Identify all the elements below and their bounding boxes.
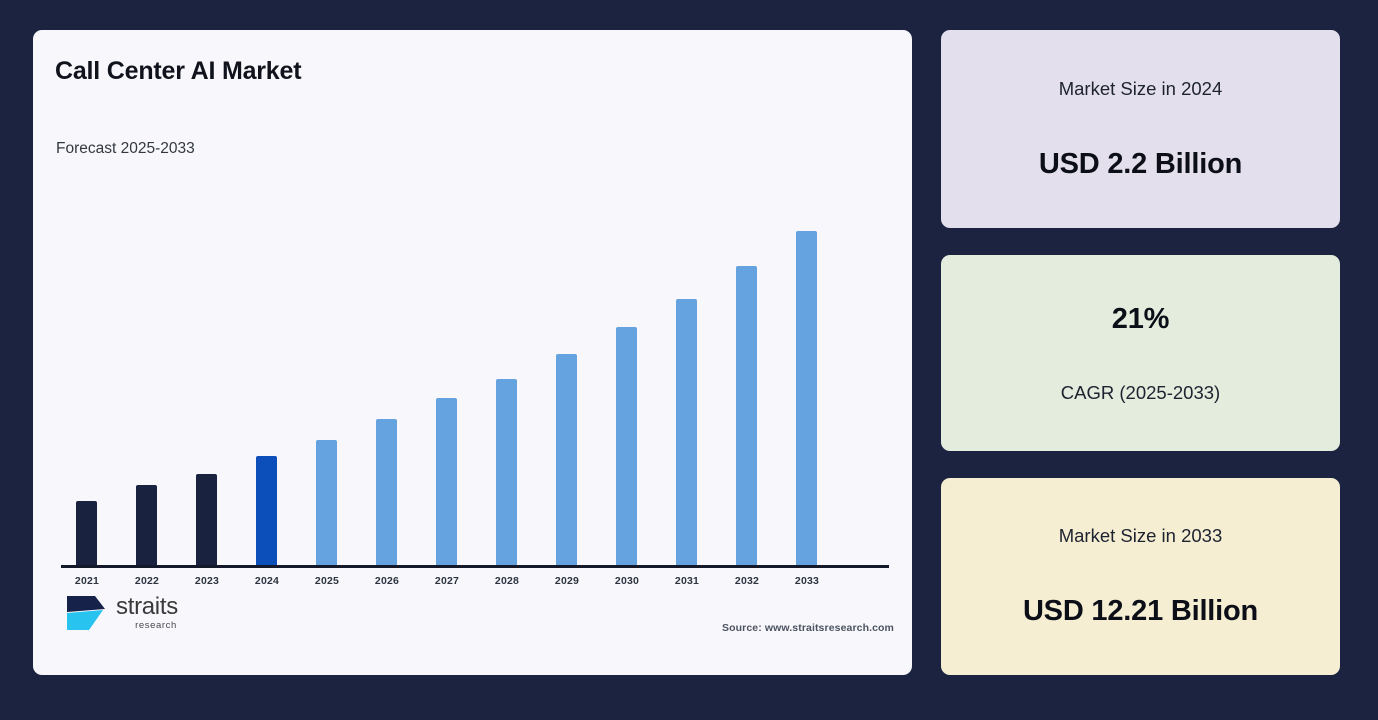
bar-2027 [436,398,457,565]
source-attribution: Source: www.straitsresearch.com [722,622,894,634]
bar-2022 [136,485,157,565]
x-tick-label-2033: 2033 [794,575,820,587]
x-tick-label-2031: 2031 [674,575,700,587]
bar-2026 [376,419,397,565]
logo-subword: research [135,620,177,632]
bar-2030 [616,327,637,565]
bar-2031 [676,299,697,565]
bar-slot [597,180,657,565]
bar-slot [537,180,597,565]
bar-slot [657,180,717,565]
x-tick-label-2023: 2023 [194,575,220,587]
bar-chart-plot-area [57,180,889,568]
bar-slot [357,180,417,565]
logo-word: straits [116,593,178,621]
bar-slot [777,180,837,565]
page-title: Call Center AI Market [55,57,302,85]
bar-slot [477,180,537,565]
stat-card-cagr: 21% CAGR (2025-2033) [941,255,1340,451]
x-tick-label-2024: 2024 [254,575,280,587]
x-tick-label-2022: 2022 [134,575,160,587]
stat-card-market-size-2024: Market Size in 2024 USD 2.2 Billion [941,30,1340,228]
stat-card-column: Market Size in 2024 USD 2.2 Billion 21% … [941,30,1340,675]
bar-slot [417,180,477,565]
bar-2029 [556,354,577,565]
stat-card-market-size-2033: Market Size in 2033 USD 12.21 Billion [941,478,1340,675]
straits-research-logo: straits research [65,592,178,634]
stat-card-label: Market Size in 2033 [1058,525,1223,546]
stat-card-label: Market Size in 2024 [1058,77,1223,99]
chart-panel: Call Center AI Market Forecast 2025-2033… [33,30,912,675]
stat-card-label: CAGR (2025-2033) [1060,381,1221,403]
bar-2028 [496,379,517,565]
x-axis-tick-labels: 2021 2022 2023 2024 2025 2026 2027 2028 2029 2030… [57,575,889,595]
bar-2021 [76,501,97,565]
arrow-chevron-icon [65,592,109,634]
x-tick-label-2029: 2029 [554,575,580,587]
stat-card-value: 21% [1111,302,1170,335]
bar-group [57,180,889,565]
bar-slot [717,180,777,565]
x-axis-line [61,565,889,568]
x-tick-label-2027: 2027 [434,575,460,587]
x-tick-label-2025: 2025 [314,575,340,587]
chart-subtitle: Forecast 2025-2033 [56,140,195,157]
stat-card-value: USD 12.21 Billion [1022,595,1259,627]
bar-slot [117,180,177,565]
bar-slot [237,180,297,565]
x-tick-label-2028: 2028 [494,575,520,587]
bar-2032 [736,266,757,565]
x-tick-label-2021: 2021 [74,575,100,587]
bar-slot [297,180,357,565]
x-tick-label-2026: 2026 [374,575,400,587]
stat-card-value: USD 2.2 Billion [1038,147,1243,180]
bar-slot [57,180,117,565]
bar-2025 [316,440,337,565]
bar-2023 [196,474,217,565]
bar-slot [177,180,237,565]
logo-wordmark: straits research [116,595,178,631]
bar-2024 [256,456,277,565]
bar-2033 [796,231,817,565]
x-tick-label-2030: 2030 [614,575,640,587]
x-tick-label-2032: 2032 [734,575,760,587]
